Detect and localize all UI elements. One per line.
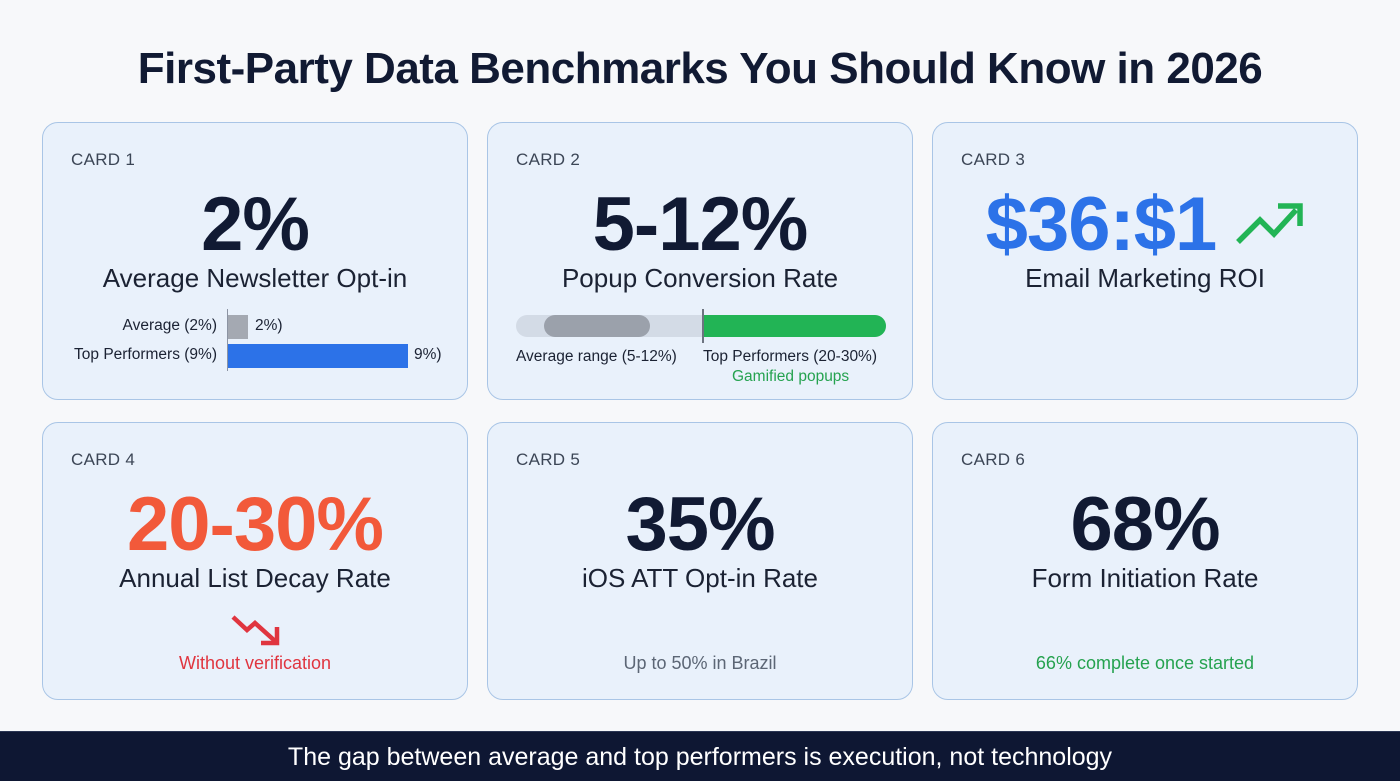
card-note: 66% complete once started [1035, 653, 1255, 673]
card-caption: Average Newsletter Opt-in [102, 263, 408, 293]
benchmark-grid: CARD 1 2% Average Newsletter Opt-in Aver… [42, 122, 1358, 700]
card-caption: Email Marketing ROI [1025, 263, 1265, 293]
card-caption: Popup Conversion Rate [561, 263, 839, 293]
card-note: Without verification [178, 653, 332, 673]
range-average-label: Average range (5-12%) [516, 348, 677, 365]
card-label: CARD 6 [961, 450, 1026, 469]
card-label: CARD 5 [516, 450, 581, 469]
card-label: CARD 1 [71, 150, 136, 169]
card-popup-conversion: CARD 2 5-12% Popup Conversion Rate Avera… [487, 122, 913, 400]
roi-row: $36:$1 [933, 183, 1357, 267]
trend-down-icon [231, 613, 283, 652]
card-list-decay: CARD 4 20-30% Annual List Decay Rate Wit… [42, 422, 468, 700]
card-caption: iOS ATT Opt-in Rate [581, 563, 818, 593]
card-caption: Form Initiation Rate [1031, 563, 1259, 593]
card-label: CARD 4 [71, 450, 136, 469]
card-email-roi: CARD 3 $36:$1 Email Marketing ROI [932, 122, 1358, 400]
card-value: 20-30% [127, 482, 384, 567]
bar-label: Top Performers (9%) [74, 346, 217, 363]
card-label: CARD 3 [961, 150, 1026, 169]
range-top-bar [702, 315, 886, 337]
bar-row-top-performers: Top Performers (9%) 9%) [43, 344, 467, 368]
card-form-initiation: CARD 6 68% Form Initiation Rate 66% comp… [932, 422, 1358, 700]
bar-value: 2%) [255, 317, 283, 334]
optin-bar-chart: Average (2%) 2%) Top Performers (9%) 9%) [43, 309, 467, 371]
card-value: 2% [201, 182, 310, 267]
card-ios-att: CARD 5 35% iOS ATT Opt-in Rate Up to 50%… [487, 422, 913, 700]
bar-top-performers [228, 344, 408, 368]
range-top-label: Top Performers (20-30%) [703, 348, 878, 365]
range-top-note: Gamified popups [732, 368, 850, 385]
card-label: CARD 2 [516, 150, 581, 169]
bar-value: 9%) [414, 346, 442, 363]
bar-average [228, 315, 248, 339]
bar-label: Average (2%) [122, 317, 217, 334]
card-note: Up to 50% in Brazil [623, 653, 777, 673]
card-value: 35% [625, 482, 775, 567]
range-average-bar [544, 315, 650, 337]
card-value: 68% [1070, 482, 1220, 567]
trend-up-icon [1234, 200, 1304, 251]
bar-row-average: Average (2%) 2%) [43, 315, 467, 339]
card-newsletter-optin: CARD 1 2% Average Newsletter Opt-in Aver… [42, 122, 468, 400]
range-divider [702, 309, 704, 343]
card-value: $36:$1 [985, 182, 1218, 267]
page-title: First-Party Data Benchmarks You Should K… [137, 44, 1263, 93]
card-value: 5-12% [592, 182, 809, 267]
card-caption: Annual List Decay Rate [119, 563, 391, 593]
bar-axis [227, 309, 228, 371]
footer-banner: The gap between average and top performe… [0, 731, 1400, 781]
